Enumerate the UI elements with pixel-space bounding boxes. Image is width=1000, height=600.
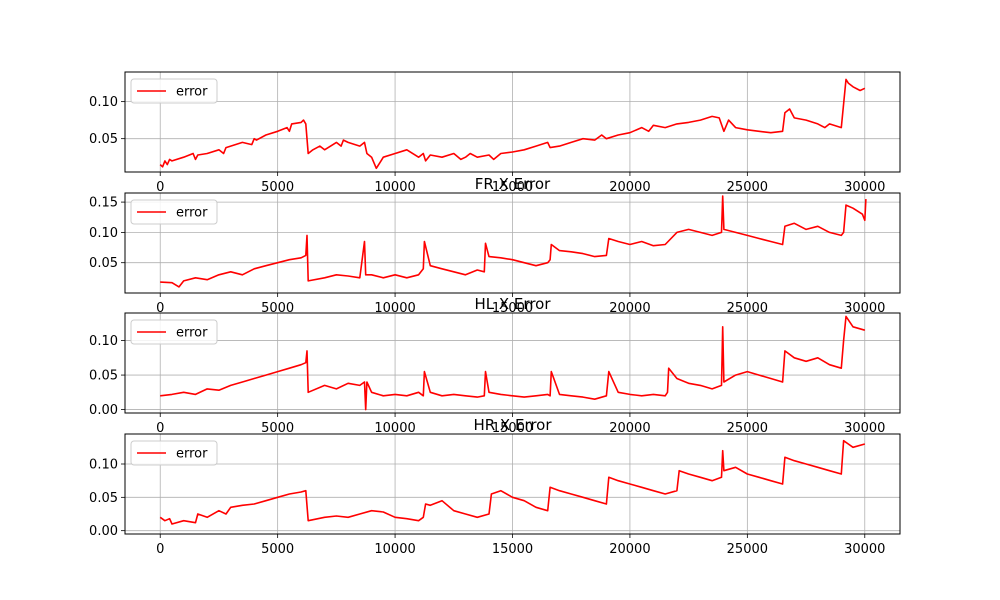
x-tick-label: 10000 [374, 301, 415, 316]
legend: error [130, 199, 218, 225]
legend-label: error [176, 447, 208, 462]
y-tick-label: 0.05 [89, 491, 118, 506]
legend-box [130, 199, 218, 225]
x-tick-label: 5000 [261, 421, 294, 436]
legend: error [130, 319, 218, 345]
legend-box [130, 440, 218, 466]
y-tick-label: 0.10 [89, 458, 118, 473]
x-tick-label: 20000 [609, 542, 650, 557]
x-tick-label: 10000 [374, 542, 415, 557]
series-line-error [160, 315, 866, 411]
x-tick-label: 0 [156, 301, 164, 316]
series-line-error [159, 439, 866, 525]
y-tick-label: 0.10 [89, 226, 118, 241]
legend-label: error [176, 85, 208, 100]
subplot-2: 0 5000 10000 15000 20000 25000 30000 0.05 0.10 0.… [89, 175, 901, 316]
legend-box [130, 319, 218, 345]
legend-box [130, 78, 218, 104]
y-tick-label: 0.05 [89, 256, 118, 271]
y-tick-label: 0.05 [89, 369, 118, 384]
y-tick-label: 0.15 [89, 196, 118, 211]
legend-label: error [176, 206, 208, 221]
x-tick-label: 0 [156, 542, 164, 557]
x-tick-label: 20000 [609, 180, 650, 195]
y-tick-label: 0.00 [89, 524, 118, 539]
series-line-error [159, 78, 866, 170]
x-tick-label: 5000 [261, 301, 294, 316]
x-tick-label: 5000 [261, 542, 294, 557]
y-tick-label: 0.10 [89, 334, 118, 349]
y-tick-label: 0.05 [89, 132, 118, 147]
x-tick-label: 15000 [492, 301, 533, 316]
subplot-3: 0 5000 10000 15000 20000 25000 30000 0.00 0.05 0.… [89, 295, 901, 436]
y-tick-label: 0.10 [89, 95, 118, 110]
x-tick-label: 15000 [492, 180, 533, 195]
legend: error [130, 440, 218, 466]
x-tick-label: 30000 [844, 421, 885, 436]
subplot-title: HR X Error [473, 416, 552, 434]
x-tick-label: 0 [156, 421, 164, 436]
x-tick-label: 10000 [374, 180, 415, 195]
series-line-error [160, 195, 867, 288]
subplot-4: 0 5000 10000 15000 20000 25000 30000 0.00 0.05 0.… [89, 416, 901, 557]
subplot-1: 0 5000 10000 15000 20000 25000 30000 0.05 0.10 er… [89, 71, 901, 195]
x-tick-label: 10000 [374, 421, 415, 436]
subplot-title: HL X Error [474, 295, 551, 313]
x-tick-label: 25000 [727, 421, 768, 436]
x-tick-label: 0 [156, 180, 164, 195]
x-tick-label: 15000 [492, 421, 533, 436]
x-tick-label: 30000 [844, 180, 885, 195]
x-tick-label: 25000 [727, 301, 768, 316]
x-tick-label: 30000 [844, 301, 885, 316]
x-tick-label: 25000 [727, 180, 768, 195]
x-tick-label: 15000 [492, 542, 533, 557]
x-tick-label: 5000 [261, 180, 294, 195]
legend-label: error [176, 326, 208, 341]
x-tick-label: 20000 [609, 421, 650, 436]
x-tick-label: 20000 [609, 301, 650, 316]
y-tick-label: 0.00 [89, 403, 118, 418]
subplot-title: FR X Error [475, 175, 551, 193]
x-tick-label: 30000 [844, 542, 885, 557]
legend: error [130, 78, 218, 104]
x-tick-label: 25000 [727, 542, 768, 557]
